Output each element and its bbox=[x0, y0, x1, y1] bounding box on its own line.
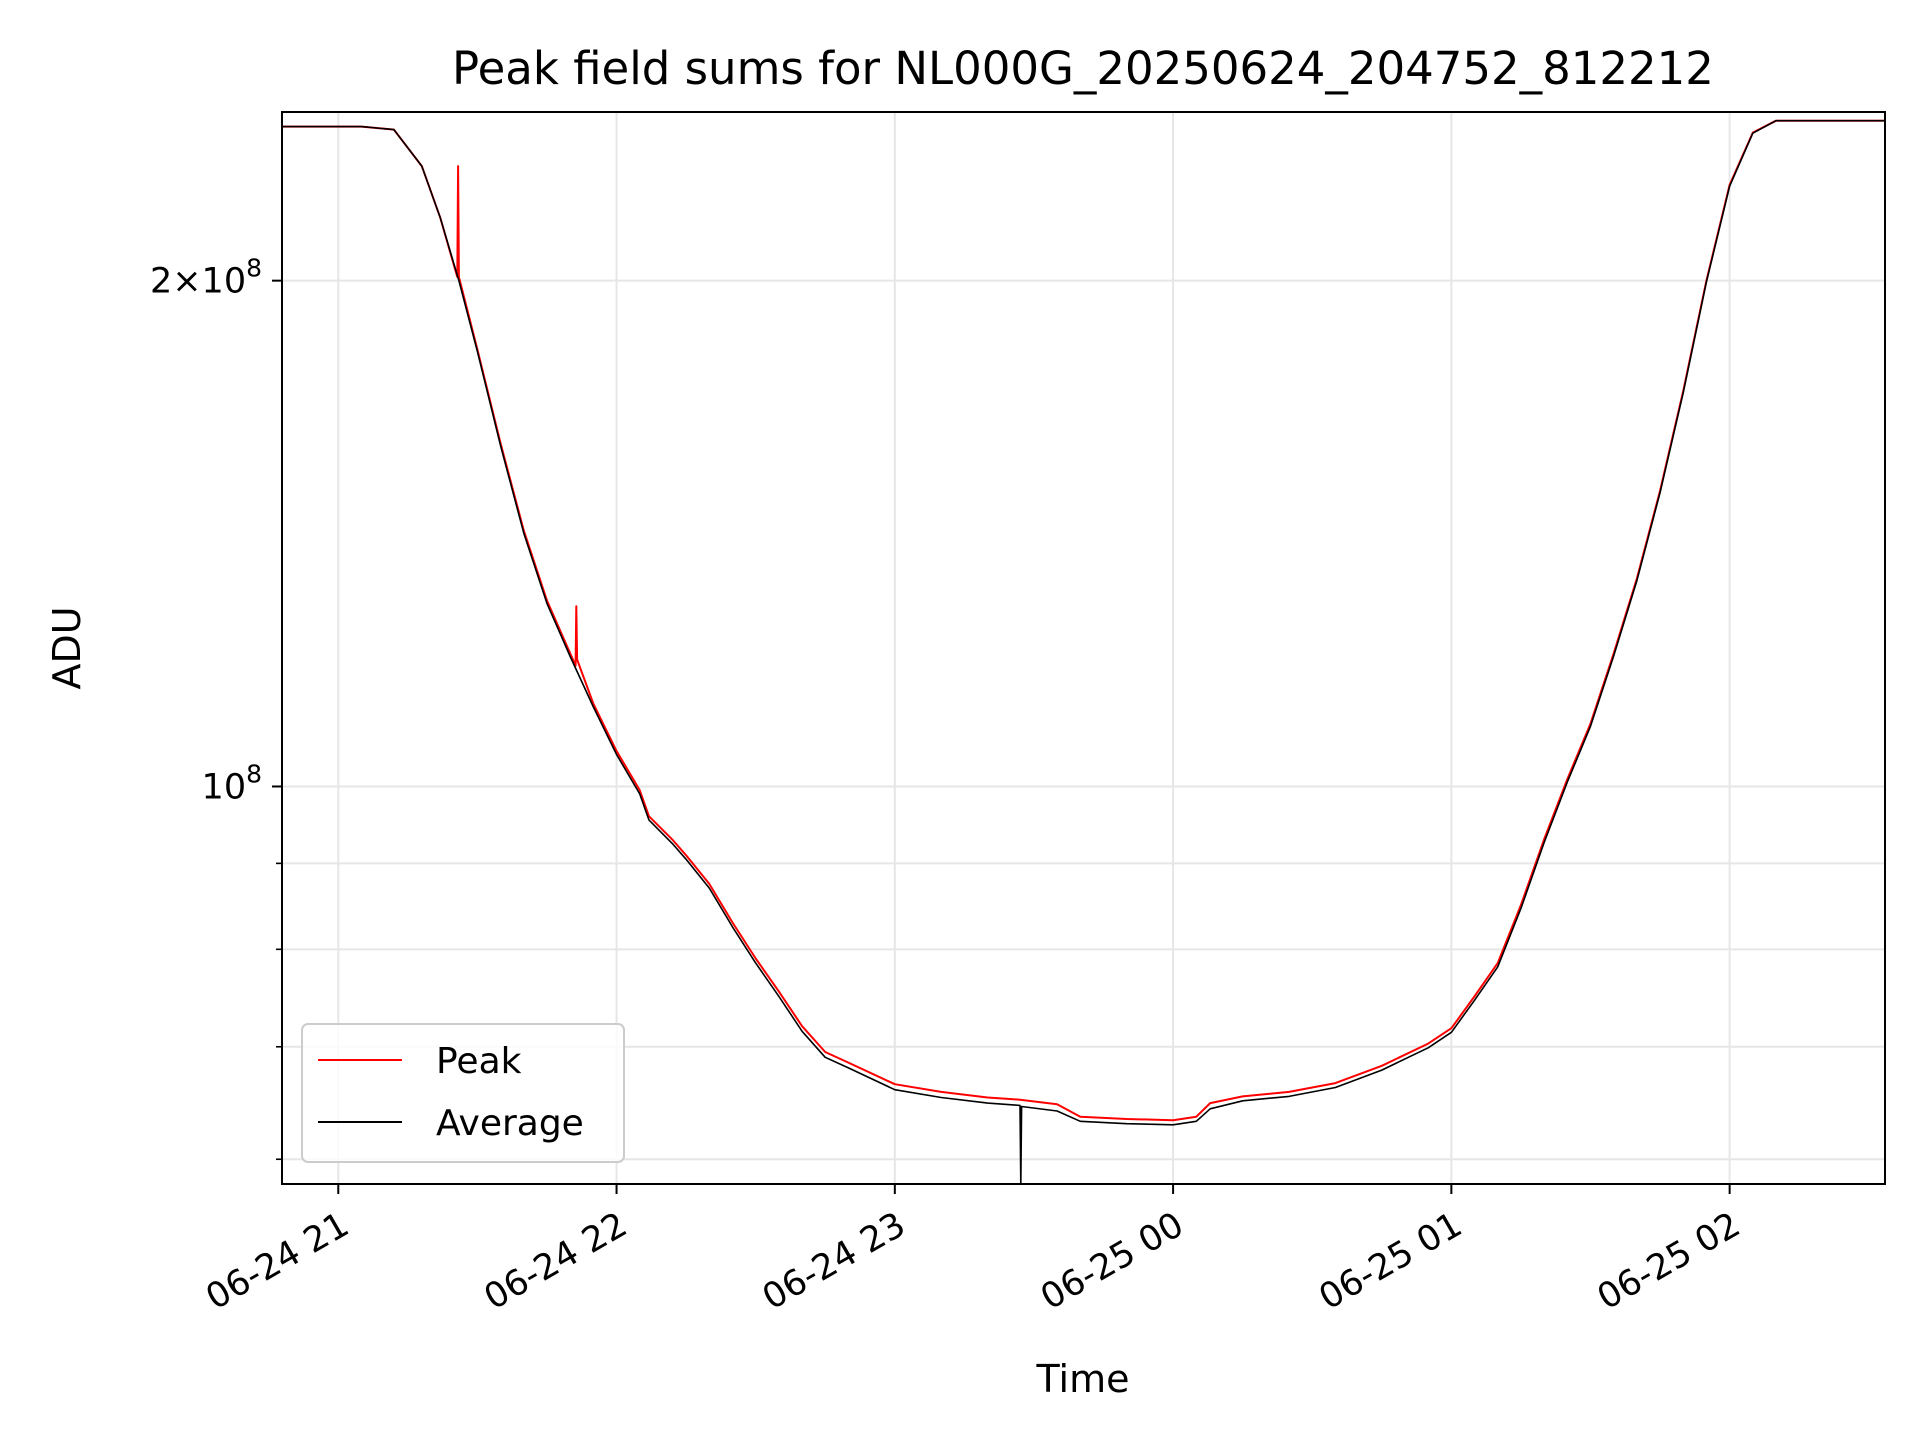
series-line-average bbox=[282, 119, 1885, 1184]
y-tick-label: 108 bbox=[202, 759, 262, 807]
legend: Peak Average bbox=[301, 1023, 625, 1163]
y-axis: 108 2×108 bbox=[150, 254, 282, 1161]
x-axis-label: Time bbox=[1036, 1357, 1130, 1401]
grid bbox=[282, 112, 1885, 1184]
chart-title: Peak field sums for NL000G_20250624_2047… bbox=[452, 42, 1714, 95]
legend-label-average: Average bbox=[436, 1103, 584, 1144]
plot-frame bbox=[281, 111, 1886, 1185]
series-layer bbox=[282, 119, 1885, 1184]
legend-box bbox=[301, 1023, 625, 1163]
y-axis-label: ADU bbox=[45, 606, 89, 689]
y-tick-label: 2×108 bbox=[150, 254, 262, 302]
legend-label-peak: Peak bbox=[436, 1041, 522, 1082]
